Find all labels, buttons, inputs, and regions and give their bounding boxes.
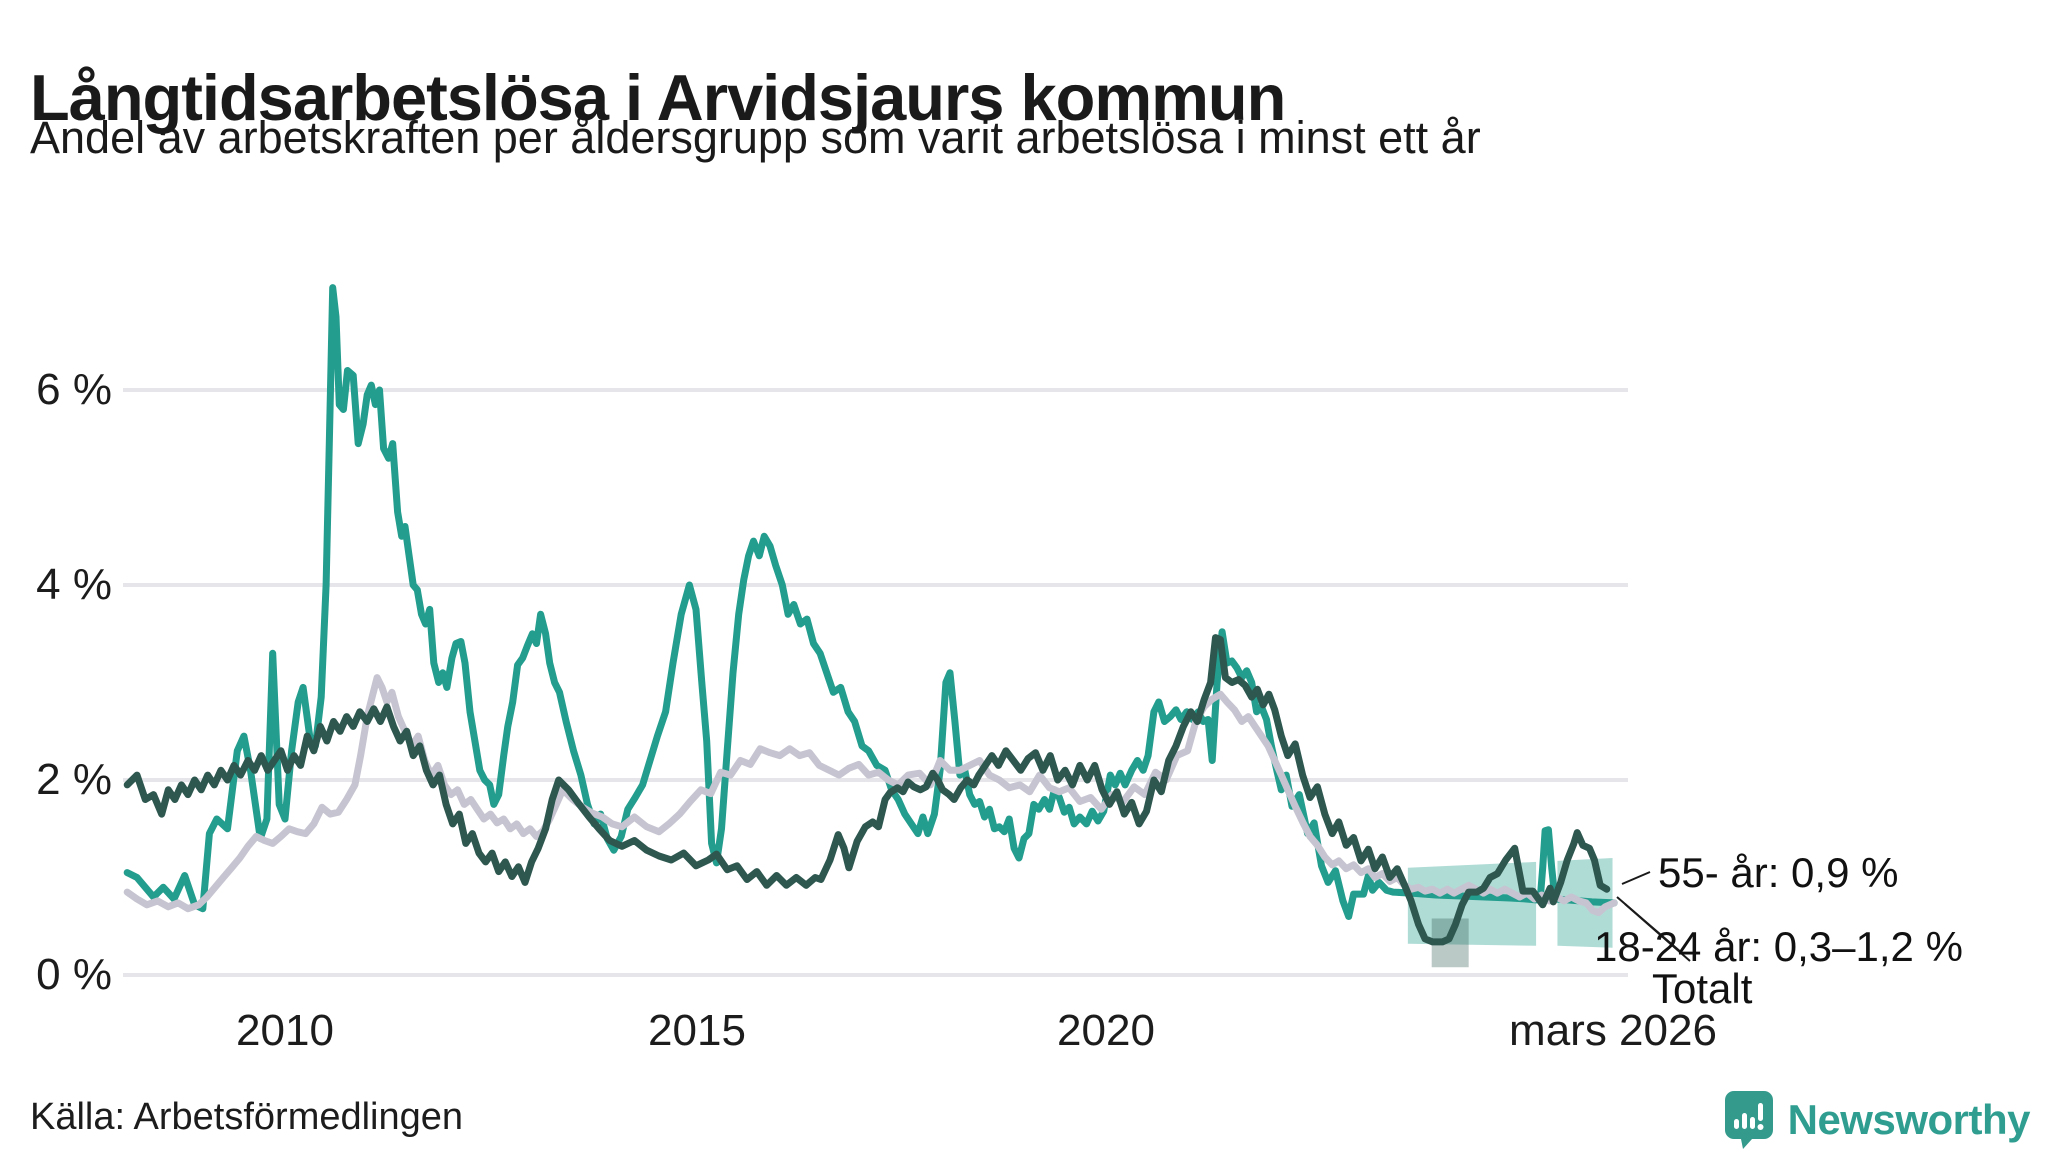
x-axis-label-2010: 2010 [236,1006,334,1055]
x-axis-label-mars-2026: mars 2026 [1509,1006,1717,1055]
y-axis-label-4: 4 % [36,560,112,609]
annotation-totalt: Totalt [1652,965,1753,1012]
annotation-leader-line [1624,903,1691,962]
y-axis-label-6: 6 % [36,365,112,414]
forecast-band [1407,861,1537,946]
annotation-18-24-ar: 18-24 år: 0,3–1,2 % [1594,923,1963,970]
annotation-leader-line [1621,871,1651,885]
y-axis-label-0: 0 % [36,950,112,999]
x-axis-label-2015: 2015 [648,1006,746,1055]
x-axis-label-2020: 2020 [1057,1006,1155,1055]
annotation-55-ar: 55- år: 0,9 % [1658,849,1899,896]
newsworthy-wordmark: Newsworthy [1787,1096,2031,1143]
source-credit: Källa: Arbetsförmedlingen [30,1096,464,1138]
page-title: Långtidsarbetslösa i Arvidsjaurs kommun [30,60,1286,134]
newsworthy-brand: Newsworthy [1722,1090,2031,1150]
series-line-55-r [123,634,1611,946]
y-axis-label-2: 2 % [36,755,112,804]
series-line-18-24-r [123,284,1618,920]
newsworthy-logo-icon [1722,1090,1774,1150]
page-subtitle: Andel av arbetskraften per åldersgrupp s… [30,112,1481,163]
forecast-band-overlap [1431,918,1469,968]
